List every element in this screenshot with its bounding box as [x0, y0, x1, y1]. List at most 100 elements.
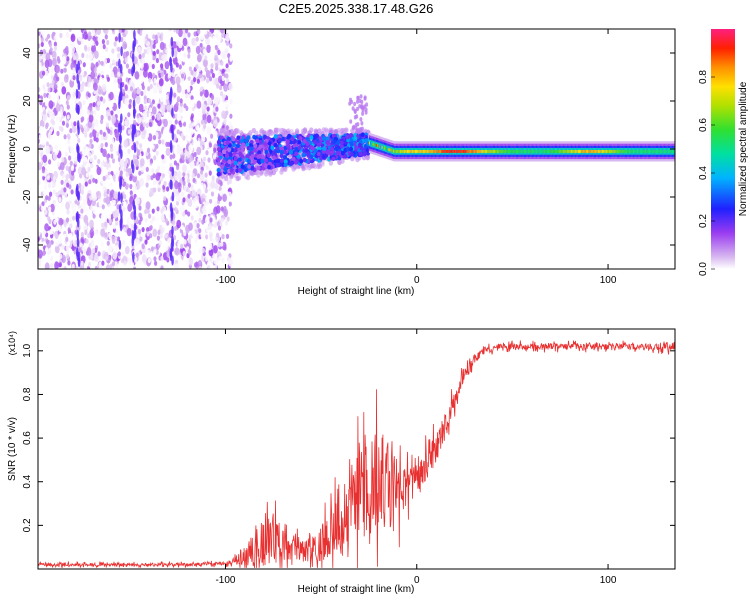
heatmap-cell — [160, 255, 164, 261]
heatmap-cell — [228, 121, 232, 127]
heatmap-cell — [135, 95, 141, 105]
heatmap-cell — [203, 123, 207, 129]
heatmap-cell — [221, 68, 225, 74]
heatmap-cell — [104, 34, 108, 40]
heatmap-cell — [102, 175, 106, 181]
heatmap-cell — [96, 29, 102, 36]
heatmap-cell — [277, 137, 282, 143]
heatmap-cell — [69, 128, 73, 134]
heatmap-cell — [195, 254, 199, 260]
heatmap-cell — [246, 158, 251, 164]
heatmap-cell — [151, 168, 155, 174]
heatmap-cell — [250, 165, 255, 171]
heatmap-cell — [233, 160, 238, 166]
heatmap-cell — [52, 189, 56, 195]
heatmap-cell — [81, 149, 85, 155]
heatmap-cell — [131, 145, 135, 151]
heatmap-cell — [92, 208, 96, 215]
heatmap-cell — [164, 233, 168, 239]
heatmap-cell — [45, 52, 51, 61]
heatmap-cell — [216, 161, 221, 166]
heatmap-cell — [57, 58, 61, 64]
heatmap-cell — [233, 156, 238, 161]
heatmap-cell — [121, 251, 125, 257]
heatmap-cell — [201, 103, 207, 113]
heatmap-cell — [72, 75, 76, 81]
heatmap-cell — [181, 89, 185, 95]
heatmap-cell — [253, 143, 258, 149]
heatmap-cell — [206, 260, 212, 269]
heatmap-cell — [142, 202, 146, 208]
heatmap-cell — [77, 125, 80, 136]
heatmap-cell — [228, 258, 233, 267]
heatmap-cell — [143, 69, 148, 78]
heatmap-cell — [345, 134, 350, 140]
heatmap-cell — [83, 44, 88, 51]
heatmap-cell — [81, 109, 85, 115]
heatmap-cell — [238, 168, 243, 173]
heatmap-cell — [195, 36, 199, 42]
heatmap-cell — [169, 94, 172, 105]
heatmap-cell — [169, 162, 173, 169]
heatmap-cell — [169, 140, 173, 150]
heatmap-cell — [136, 131, 140, 137]
heatmap-cell — [154, 260, 158, 266]
heatmap-cell — [178, 257, 182, 263]
heatmap-cell — [294, 128, 300, 134]
heatmap-cell — [74, 156, 78, 162]
heatmap-cell — [141, 254, 147, 263]
heatmap-cell — [109, 137, 115, 146]
heatmap-cell — [271, 150, 276, 156]
heatmap-cell — [47, 216, 51, 222]
heatmap-cell — [190, 70, 194, 76]
heatmap-cell — [147, 257, 151, 264]
heatmap-cell — [358, 98, 362, 104]
heatmap-cell — [174, 249, 178, 255]
heatmap-cell — [210, 68, 214, 74]
heatmap-cell — [176, 84, 182, 94]
heatmap-cell — [189, 161, 195, 170]
heatmap-cell — [240, 164, 245, 169]
heatmap-cell — [182, 57, 186, 63]
heatmap-cell — [226, 216, 230, 222]
heatmap-cell — [152, 34, 156, 40]
heatmap-cell — [196, 140, 201, 146]
heatmap-cell — [217, 179, 223, 185]
heatmap-cell — [61, 120, 66, 126]
heatmap-cell — [96, 190, 102, 200]
heatmap-cell — [227, 147, 232, 153]
heatmap-cell — [175, 76, 181, 85]
heatmap-cell — [321, 136, 326, 141]
heatmap-cell — [221, 75, 225, 82]
heatmap-cell — [66, 32, 70, 39]
heatmap-cell — [155, 216, 159, 222]
heatmap-cell — [118, 94, 121, 105]
heatmap-cell — [44, 101, 49, 107]
heatmap-cell — [316, 164, 321, 170]
heatmap-cell — [200, 182, 204, 188]
heatmap-cell — [360, 132, 365, 137]
heatmap-cell — [38, 134, 43, 140]
heatmap-cell — [196, 223, 200, 229]
heatmap-cell — [171, 238, 175, 249]
heatmap-cell — [117, 46, 121, 52]
heatmap-cell — [330, 146, 335, 152]
heatmap-cell — [60, 81, 64, 87]
heatmap-cell — [96, 96, 100, 102]
heatmap-cell — [97, 224, 101, 230]
heatmap-cell — [144, 239, 148, 245]
heatmap-cell — [152, 50, 156, 56]
heatmap-cell — [257, 153, 262, 159]
heatmap-cell — [170, 179, 173, 190]
heatmap-cell — [113, 153, 117, 159]
heatmap-cell — [101, 260, 105, 266]
heatmap-cell — [199, 173, 205, 182]
heatmap-cell — [360, 126, 364, 131]
heatmap-cell — [146, 41, 150, 47]
heatmap-cell — [55, 192, 59, 198]
heatmap-cell — [202, 136, 206, 142]
heatmap-cell — [150, 142, 154, 148]
heatmap-cell — [54, 98, 58, 104]
heatmap-cell — [60, 201, 64, 207]
